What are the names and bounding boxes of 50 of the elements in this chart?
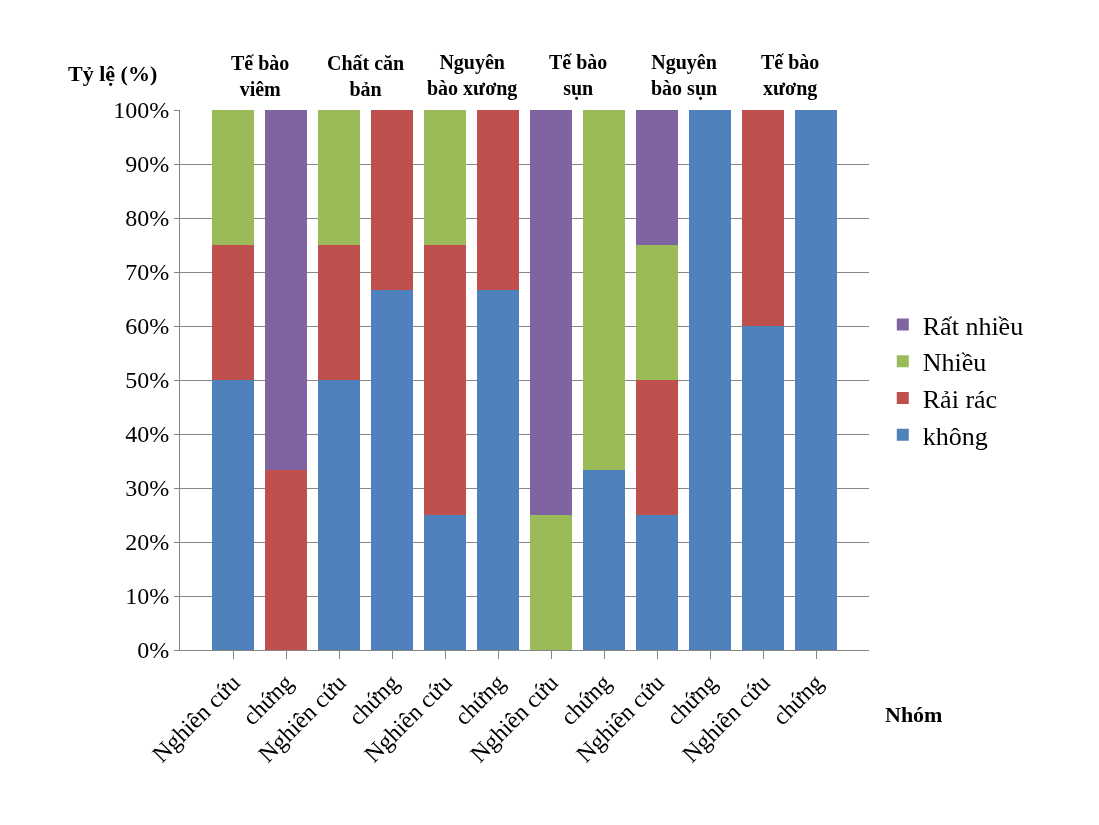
bar [635,245,679,380]
text: Tế bào xương [761,51,820,100]
bar [635,110,679,245]
bar [741,110,785,326]
bar [423,245,467,515]
bar [635,380,679,515]
bar [635,515,679,650]
text: Nguyên bào xương [427,51,518,100]
y-tick-label: 50% [125,367,170,394]
bar [423,515,467,650]
bar [582,110,626,471]
text: Tế bào sụn [549,51,608,100]
bar [741,326,785,650]
bar [370,110,414,290]
bar [317,110,361,245]
y-axis-title: Tỷ lệ (%) [68,61,158,86]
y-tick-label: 20% [125,529,170,556]
y-tick-label: 30% [125,475,170,502]
x-axis-title: Nhóm [885,702,943,727]
y-tick-label: 60% [125,313,170,340]
bar [529,515,573,650]
bar [688,110,732,650]
bar [476,289,520,650]
legend-label: Nhiều [922,348,987,378]
bar [529,110,573,515]
bar [582,470,626,650]
bar [264,110,308,471]
bar [423,110,467,245]
bar [794,110,838,650]
y-tick-label: 100% [113,97,170,124]
bar [211,380,255,650]
text: Chất căn bản [327,52,405,100]
y-tick-label: 80% [125,205,170,232]
y-tick-label: 70% [125,259,170,286]
y-tick-label: 90% [125,151,170,178]
y-tick-label: 0% [137,637,170,664]
y-tick-label: 40% [125,421,170,448]
bar [317,245,361,380]
legend-label: không [922,421,988,451]
bar [476,110,520,290]
bar [370,289,414,650]
text: Tế bào viêm [231,52,290,100]
legend-label: Rải rác [922,385,998,415]
bar [211,245,255,380]
y-tick-label: 10% [125,583,170,610]
legend-label: Rất nhiều [922,311,1024,341]
bar [211,110,255,245]
bar [264,470,308,650]
bar [317,380,361,650]
text: Nguyên bào sụn [651,51,718,100]
